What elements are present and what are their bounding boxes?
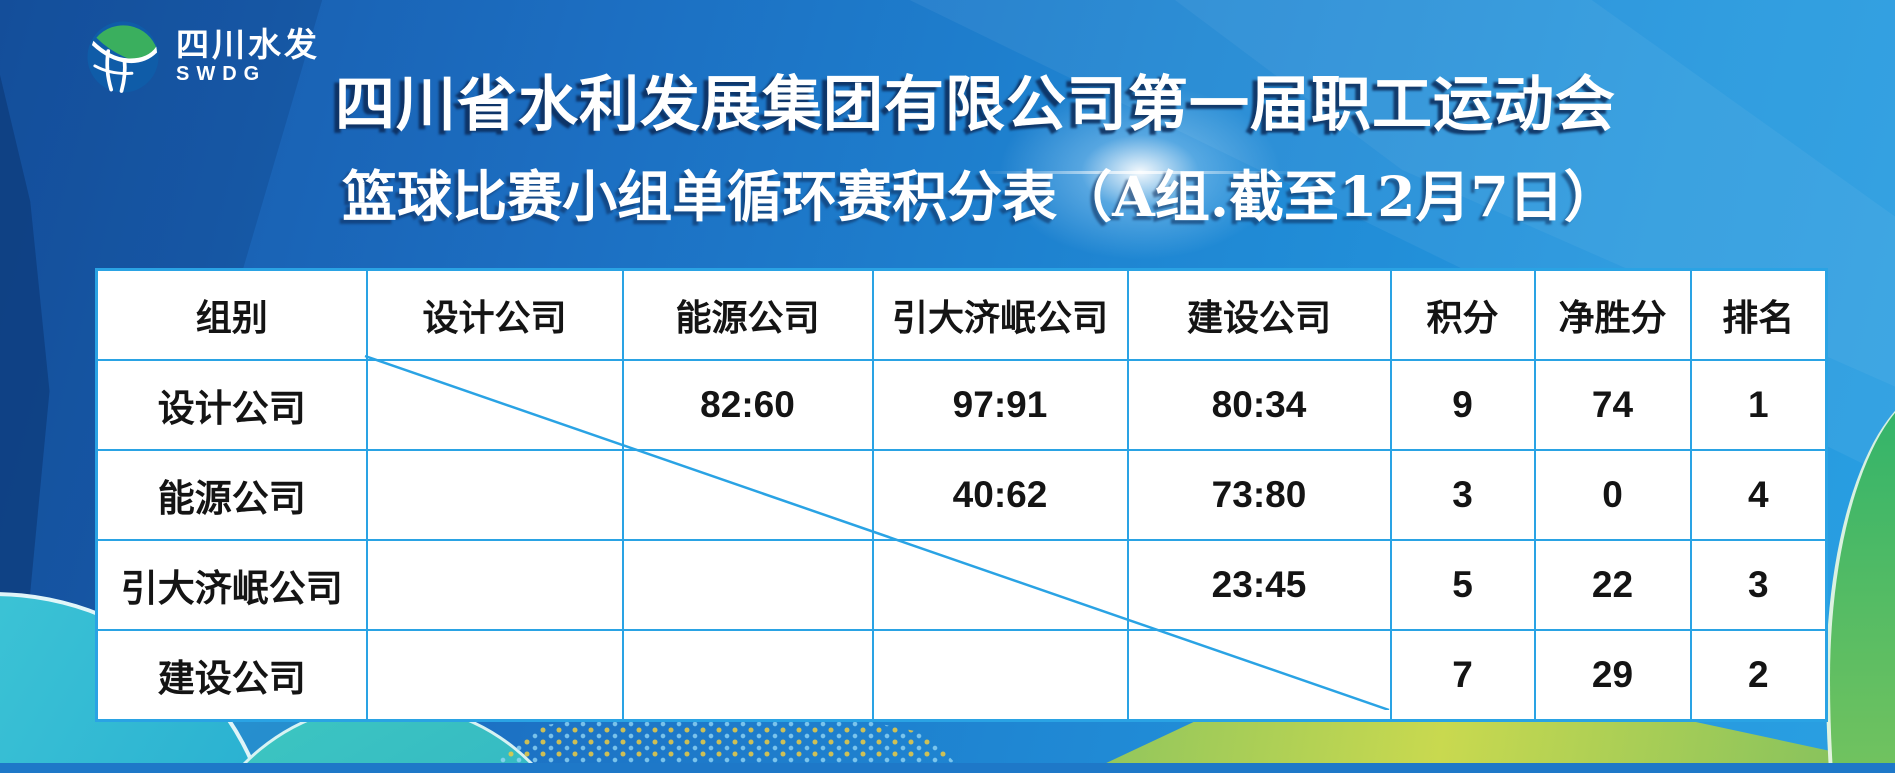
column-header: 引大济岷公司 [871, 268, 1129, 361]
table-row: 能源公司 40:62 73:80 3 0 4 [95, 449, 1828, 541]
logo-name-cn: 四川水发 [176, 25, 320, 63]
match-score-cell: 97:91 [871, 359, 1129, 451]
column-header: 建设公司 [1126, 268, 1392, 361]
logo-globe-icon [86, 20, 160, 94]
column-header: 净胜分 [1533, 268, 1692, 361]
column-header: 积分 [1389, 268, 1536, 361]
table-row: 引大济岷公司 23:45 5 22 3 [95, 539, 1828, 631]
match-score-cell: 80:34 [1126, 359, 1392, 451]
points-cell: 7 [1389, 629, 1536, 722]
right-edge-green-band [1826, 385, 1895, 773]
standings-table: 组别 设计公司 能源公司 引大济岷公司 建设公司 积分 净胜分 排名 设计公司 82:60 97:… [95, 268, 1828, 722]
rank-cell: 3 [1689, 539, 1828, 631]
match-score-cell [621, 629, 874, 722]
match-score-cell: 40:62 [871, 449, 1129, 541]
column-header: 能源公司 [621, 268, 874, 361]
table-row: 建设公司 7 29 2 [95, 629, 1828, 722]
points-cell: 3 [1389, 449, 1536, 541]
table-row: 设计公司 82:60 97:91 80:34 9 74 1 [95, 359, 1828, 451]
goal-diff-cell: 22 [1533, 539, 1692, 631]
goal-diff-cell: 29 [1533, 629, 1692, 722]
match-score-cell [365, 539, 624, 631]
self-match-cell [1126, 629, 1392, 722]
rank-cell: 1 [1689, 359, 1828, 451]
company-logo: 四川水发 SWDG [86, 20, 320, 94]
rank-cell: 2 [1689, 629, 1828, 722]
column-header: 组别 [95, 268, 368, 361]
self-match-cell [365, 359, 624, 451]
rank-cell: 4 [1689, 449, 1828, 541]
match-score-cell: 82:60 [621, 359, 874, 451]
match-score-cell [871, 629, 1129, 722]
points-cell: 9 [1389, 359, 1536, 451]
self-match-cell [871, 539, 1129, 631]
match-score-cell [621, 539, 874, 631]
match-score-cell: 73:80 [1126, 449, 1392, 541]
match-score-cell: 23:45 [1126, 539, 1392, 631]
goal-diff-cell: 74 [1533, 359, 1692, 451]
goal-diff-cell: 0 [1533, 449, 1692, 541]
bottom-blue-strip [0, 763, 1895, 773]
page-title: 四川省水利发展集团有限公司第一届职工运动会 [335, 71, 1616, 138]
match-score-cell [365, 449, 624, 541]
team-name-cell: 引大济岷公司 [95, 539, 368, 631]
team-name-cell: 建设公司 [95, 629, 368, 722]
page-subtitle: 篮球比赛小组单循环赛积分表（A组.截至12月7日） [342, 164, 1619, 229]
logo-name-en: SWDG [176, 63, 267, 86]
team-name-cell: 能源公司 [95, 449, 368, 541]
match-score-cell [365, 629, 624, 722]
column-header: 排名 [1689, 268, 1828, 361]
team-name-cell: 设计公司 [95, 359, 368, 451]
header-row: 组别 设计公司 能源公司 引大济岷公司 建设公司 积分 净胜分 排名 [95, 268, 1828, 361]
column-header: 设计公司 [365, 268, 624, 361]
points-cell: 5 [1389, 539, 1536, 631]
self-match-cell [621, 449, 874, 541]
score-table: 组别 设计公司 能源公司 引大济岷公司 建设公司 积分 净胜分 排名 设计公司 82:60 97:… [95, 268, 1828, 722]
